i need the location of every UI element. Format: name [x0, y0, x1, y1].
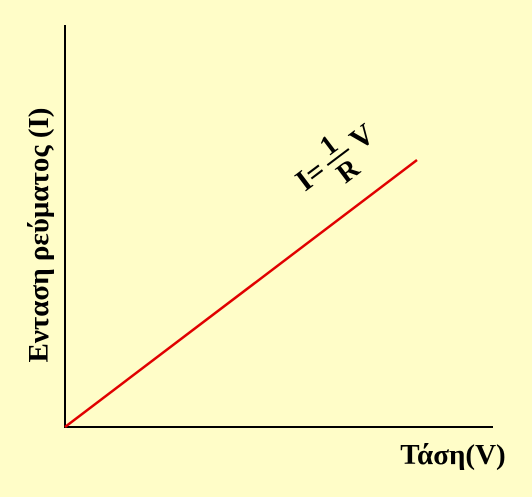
y-axis-label: Ενταση ρεύματος (I)	[23, 108, 55, 363]
x-axis-label: Τάση(V)	[400, 439, 505, 471]
line	[64, 159, 418, 428]
fraction-bar	[326, 148, 350, 166]
